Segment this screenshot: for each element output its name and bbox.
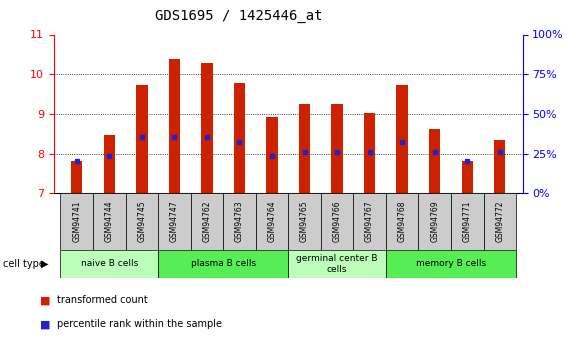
Bar [201, 63, 212, 193]
Text: GSM94747: GSM94747 [170, 201, 179, 243]
Text: GDS1695 / 1425446_at: GDS1695 / 1425446_at [155, 9, 322, 23]
Text: GSM94769: GSM94769 [430, 201, 439, 243]
Text: GSM94764: GSM94764 [268, 201, 277, 243]
Text: ■: ■ [40, 295, 50, 305]
Bar [256, 193, 288, 250]
Bar [136, 85, 148, 193]
Text: naive B cells: naive B cells [81, 259, 138, 268]
Text: GSM94741: GSM94741 [72, 201, 81, 243]
Bar [386, 250, 516, 278]
Text: GSM94744: GSM94744 [105, 201, 114, 243]
Bar [191, 193, 223, 250]
Bar [60, 250, 158, 278]
Text: GSM94766: GSM94766 [333, 201, 341, 243]
Bar [93, 193, 126, 250]
Bar [483, 193, 516, 250]
Bar [223, 193, 256, 250]
Text: ▶: ▶ [41, 259, 48, 269]
Bar [331, 104, 343, 193]
Bar [126, 193, 158, 250]
Bar [386, 193, 419, 250]
Bar [288, 250, 386, 278]
Bar [299, 104, 310, 193]
Bar [494, 140, 506, 193]
Text: ■: ■ [40, 319, 50, 329]
Bar [103, 135, 115, 193]
Text: GSM94762: GSM94762 [202, 201, 211, 243]
Text: cell type: cell type [3, 259, 45, 269]
Bar [364, 113, 375, 193]
Bar [60, 193, 93, 250]
Bar [158, 250, 288, 278]
Text: GSM94772: GSM94772 [495, 201, 504, 243]
Text: plasma B cells: plasma B cells [191, 259, 256, 268]
Text: percentile rank within the sample: percentile rank within the sample [57, 319, 222, 329]
Bar [71, 161, 82, 193]
Bar [266, 117, 278, 193]
Text: GSM94768: GSM94768 [398, 201, 407, 243]
Bar [288, 193, 321, 250]
Text: GSM94767: GSM94767 [365, 201, 374, 243]
Text: germinal center B
cells: germinal center B cells [296, 254, 378, 274]
Text: memory B cells: memory B cells [416, 259, 486, 268]
Text: GSM94771: GSM94771 [463, 201, 472, 243]
Bar [429, 129, 440, 193]
Text: GSM94745: GSM94745 [137, 201, 147, 243]
Bar [321, 193, 353, 250]
Bar [419, 193, 451, 250]
Bar [169, 59, 180, 193]
Bar [158, 193, 191, 250]
Bar [462, 161, 473, 193]
Bar [353, 193, 386, 250]
Bar [234, 83, 245, 193]
Text: GSM94763: GSM94763 [235, 201, 244, 243]
Text: transformed count: transformed count [57, 295, 148, 305]
Text: GSM94765: GSM94765 [300, 201, 309, 243]
Bar [396, 85, 408, 193]
Bar [451, 193, 483, 250]
